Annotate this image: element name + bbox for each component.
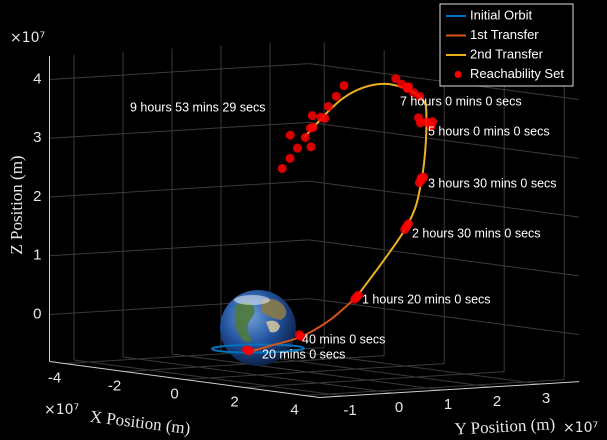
reachability-point [278, 164, 287, 173]
y-tick-label: 2 [493, 393, 501, 410]
legend: Initial Orbit 1st Transfer 2nd Transfer Rea… [440, 4, 573, 86]
x-tick-label: 0 [170, 385, 178, 402]
legend-marker [455, 71, 462, 78]
reachability-point [324, 102, 333, 111]
reachability-point [293, 144, 302, 153]
page: {"chart_data": { "type": "line3d", "xlab… [0, 0, 607, 440]
reachability-point [286, 131, 295, 140]
legend-label: Initial Orbit [470, 7, 533, 22]
z-axis-title: Z Position (m) [7, 155, 26, 254]
time-annotation: 2 hours 30 mins 0 secs [412, 226, 541, 240]
reachability-point [306, 124, 315, 133]
time-annotation: 1 hours 20 mins 0 secs [362, 292, 491, 306]
y-axis-title: Y Position (m) [454, 414, 555, 438]
y-tick-label: 1 [444, 396, 452, 413]
reachability-point [332, 92, 341, 101]
reachability-point [417, 174, 426, 183]
x-axis-line [50, 362, 320, 398]
reachability-point [320, 114, 329, 123]
time-annotation: 5 hours 0 mins 0 secs [428, 124, 550, 138]
z-tick-label: 1 [33, 247, 41, 264]
z-multiplier: ×10⁷ [10, 30, 45, 46]
reachability-point [306, 142, 315, 151]
legend-label: 1st Transfer [470, 27, 539, 42]
time-annotation: 7 hours 0 mins 0 secs [400, 94, 522, 108]
plot-area: 9 hours 53 mins 29 secs 7 hours 0 mins 0 … [130, 74, 557, 361]
time-annotation: 20 mins 0 secs [262, 347, 345, 361]
reachability-point [404, 82, 413, 91]
y-tick-label: 0 [395, 399, 403, 416]
y-tick-label: 3 [542, 390, 550, 407]
legend-label: 2nd Transfer [470, 46, 544, 61]
time-annotation: 9 hours 53 mins 29 secs [130, 100, 266, 114]
reachability-point [301, 133, 310, 142]
x-multiplier: ×10⁷ [44, 402, 79, 418]
x-axis-title: X Position (m) [89, 407, 192, 438]
y-multiplier: ×10⁷ [563, 420, 598, 436]
z-tick-label: 3 [33, 129, 41, 146]
z-tick-label: 2 [33, 188, 41, 205]
x-tick-label: 4 [290, 401, 298, 418]
earth-cloud [234, 295, 270, 305]
y-tick-label: -1 [343, 402, 356, 419]
z-tick-label: 0 [33, 305, 41, 322]
x-tick-label: 2 [230, 393, 238, 410]
time-annotation: 3 hours 30 mins 0 secs [428, 176, 557, 190]
reachability-point [340, 81, 349, 90]
chart: -4 -2 0 2 4 -1 0 1 2 3 0 1 2 3 4 9 hours 53 mins 29 se… [0, 0, 607, 440]
x-tick-label: -2 [108, 377, 121, 394]
time-annotation: 40 mins 0 secs [302, 332, 385, 346]
reachability-point [308, 111, 317, 120]
reachability-point [286, 154, 295, 163]
reachability-point [414, 113, 423, 122]
x-tick-label: -4 [48, 369, 61, 386]
z-tick-label: 4 [33, 70, 41, 87]
reachability-point [245, 346, 254, 355]
legend-label: Reachability Set [470, 66, 564, 81]
